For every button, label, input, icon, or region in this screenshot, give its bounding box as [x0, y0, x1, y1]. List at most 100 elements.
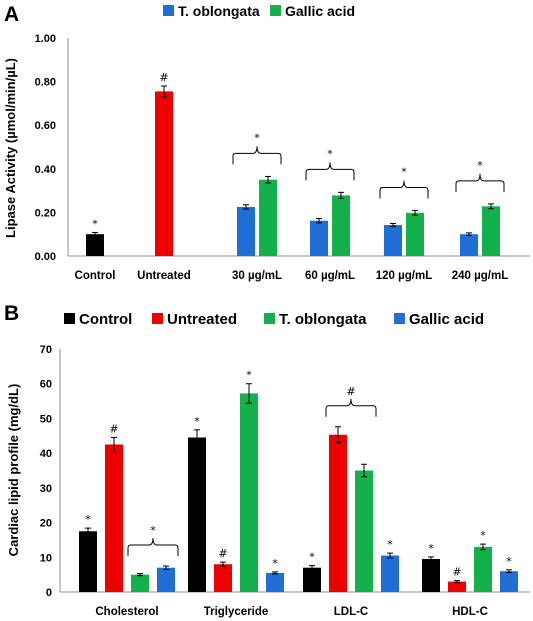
bar-60-g-ml [310, 220, 328, 256]
group-significance-mark: * [327, 147, 333, 160]
significance-mark: # [159, 71, 168, 84]
bar-triglyceride-t-oblongata [240, 393, 258, 592]
legend-label-gallic-acid: Gallic acid [409, 311, 484, 328]
panel-a-legend: T. oblongata Gallic acid [163, 3, 355, 19]
group-brace [379, 180, 429, 199]
bar-ldl-c-untreated [329, 434, 347, 592]
significance-mark: * [309, 551, 315, 564]
category-label: HDL-C [452, 606, 488, 618]
bar-60-g-ml [332, 195, 350, 256]
y-tick-label: 0.60 [35, 120, 56, 132]
panel-b-chart: B Control Untreated T. oblongata Gallic aci… [4, 302, 530, 618]
bar-30-g-ml [237, 206, 255, 256]
bar-ldl-c-t-oblongata [355, 470, 373, 592]
category-label: 60 µg/mL [305, 270, 355, 282]
bar-untreated [155, 91, 173, 256]
legend-label-t-oblongata: T. oblongata [178, 3, 260, 19]
panel-a-category-labels: Control Untreated 30 µg/mL 60 µg/mL 120 µg/m… [75, 270, 509, 282]
significance-mark: * [272, 557, 278, 570]
bar-hdl-c-untreated [448, 581, 466, 592]
category-label: Triglyceride [204, 606, 269, 618]
group-brace [325, 398, 377, 417]
bar-ldl-c-gallic-acid [381, 555, 399, 592]
legend-swatch-t-oblongata [264, 313, 275, 324]
bar-120-g-ml [384, 225, 402, 256]
group-brace [455, 173, 505, 192]
bar-30-g-ml [259, 179, 277, 256]
y-tick-label: 0.20 [35, 207, 56, 219]
legend-swatch-untreated [152, 313, 163, 324]
group-significance-mark: * [150, 524, 156, 537]
bar-240-g-ml [460, 234, 478, 256]
y-tick-label: 0 [46, 587, 52, 599]
y-tick-label: 40 [40, 448, 52, 460]
y-tick-label: 0.80 [35, 77, 56, 89]
bar-hdl-c-gallic-acid [500, 571, 518, 592]
group-brace [305, 162, 355, 181]
bar-triglyceride-gallic-acid [266, 572, 284, 592]
bar-triglyceride-untreated [214, 564, 232, 592]
category-label: 120 µg/mL [376, 270, 432, 282]
y-tick-label: 10 [40, 552, 52, 564]
category-label: Control [75, 270, 116, 282]
group-brace [232, 146, 282, 165]
category-label: 30 µg/mL [232, 270, 282, 282]
panel-b-y-axis-label: Cardiac lipid profile (mg/dL) [6, 384, 21, 557]
y-tick-label: 70 [40, 344, 52, 356]
group-significance-mark: * [477, 159, 483, 172]
panel-a-y-axis-label: Lipase Activity (µmol/min/µL) [3, 58, 18, 238]
panel-b-y-ticks: 0 10 20 30 40 50 60 70 [40, 344, 52, 599]
bar-control [86, 234, 104, 256]
bar-cholesterol-gallic-acid [157, 567, 175, 592]
bar-hdl-c-t-oblongata [474, 546, 492, 592]
y-tick-label: 60 [40, 379, 52, 391]
legend-label-gallic-acid: Gallic acid [285, 3, 355, 19]
y-tick-label: 0.00 [35, 251, 56, 263]
legend-swatch-t-oblongata [163, 5, 174, 16]
panel-a-bars: * # * * * * [86, 71, 505, 256]
group-brace [127, 537, 179, 556]
bar-cholesterol-untreated [105, 444, 123, 592]
panel-a-chart: A T. oblongata Gallic acid Lipase Activi… [3, 3, 530, 282]
significance-mark: # [218, 547, 227, 560]
significance-mark: * [85, 513, 91, 526]
panel-b-bars: * # * # * * * * * # * * * # [79, 369, 518, 592]
significance-mark: * [92, 217, 98, 230]
category-label: LDL-C [334, 606, 369, 618]
panel-a-letter: A [4, 3, 19, 26]
legend-label-control: Control [79, 311, 132, 328]
y-tick-label: 0.40 [35, 164, 56, 176]
legend-label-t-oblongata: T. oblongata [279, 311, 367, 328]
significance-mark: * [246, 369, 252, 382]
panel-b-legend: Control Untreated T. oblongata Gallic acid [64, 311, 484, 328]
legend-swatch-gallic-acid [394, 313, 405, 324]
significance-mark: # [109, 423, 118, 436]
significance-mark: # [452, 566, 461, 579]
bar-cholesterol-t-oblongata [131, 574, 149, 592]
y-tick-label: 1.00 [35, 33, 56, 45]
legend-swatch-gallic-acid [270, 5, 281, 16]
y-tick-label: 30 [40, 483, 52, 495]
significance-mark: * [506, 555, 512, 568]
category-label: Untreated [137, 270, 191, 282]
panel-b-category-labels: Cholesterol Triglyceride LDL-C HDL-C [95, 606, 488, 618]
y-tick-label: 20 [40, 518, 52, 530]
bar-cholesterol-control [79, 531, 97, 592]
panel-b-letter: B [4, 302, 19, 325]
group-significance-mark: * [254, 131, 260, 144]
significance-mark: * [194, 415, 200, 428]
legend-label-untreated: Untreated [167, 311, 237, 328]
significance-mark: * [387, 538, 393, 551]
bar-120-g-ml [406, 212, 424, 256]
significance-mark: * [428, 542, 434, 555]
category-label: Cholesterol [95, 606, 158, 618]
bar-240-g-ml [482, 206, 500, 256]
significance-mark: * [480, 529, 486, 542]
legend-swatch-control [64, 313, 75, 324]
y-tick-label: 50 [40, 413, 52, 425]
group-significance-mark: * [401, 165, 407, 178]
panel-a-y-ticks: 0.00 0.20 0.40 0.60 0.80 1.00 [35, 33, 56, 263]
group-significance-mark: # [346, 385, 355, 398]
category-label: 240 µg/mL [452, 270, 508, 282]
